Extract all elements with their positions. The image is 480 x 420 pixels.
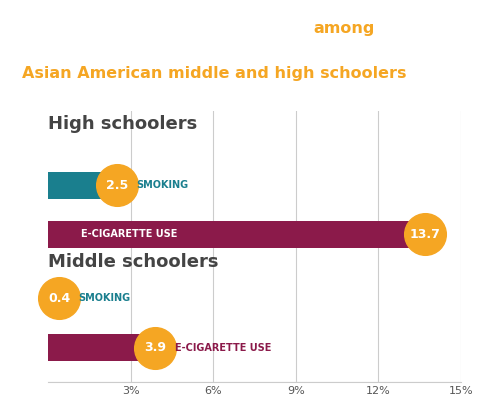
Text: High schoolers: High schoolers: [48, 116, 197, 134]
Text: among: among: [314, 21, 375, 37]
Point: [152, 344, 159, 351]
Text: 2.5: 2.5: [106, 178, 128, 192]
Point: [421, 231, 429, 238]
Text: Middle schoolers: Middle schoolers: [48, 253, 218, 271]
Text: 3.9: 3.9: [144, 341, 167, 354]
Bar: [48, 221, 425, 248]
Text: E-CIGARETTE USE: E-CIGARETTE USE: [175, 343, 271, 353]
Text: 13.7: 13.7: [409, 228, 441, 241]
Bar: [48, 285, 59, 312]
Point: [55, 295, 63, 302]
Text: SMOKING: SMOKING: [136, 180, 188, 190]
Bar: [48, 334, 156, 361]
Text: Asian American middle and high schoolers: Asian American middle and high schoolers: [22, 66, 406, 81]
Text: E-CIGARETTE USE: E-CIGARETTE USE: [81, 229, 178, 239]
Text: SMOKING: SMOKING: [78, 294, 131, 304]
Text: Smoking versus e-cigarette use: Smoking versus e-cigarette use: [22, 21, 314, 37]
Text: 0.4: 0.4: [48, 292, 70, 305]
Bar: [48, 172, 117, 199]
Point: [113, 182, 120, 189]
